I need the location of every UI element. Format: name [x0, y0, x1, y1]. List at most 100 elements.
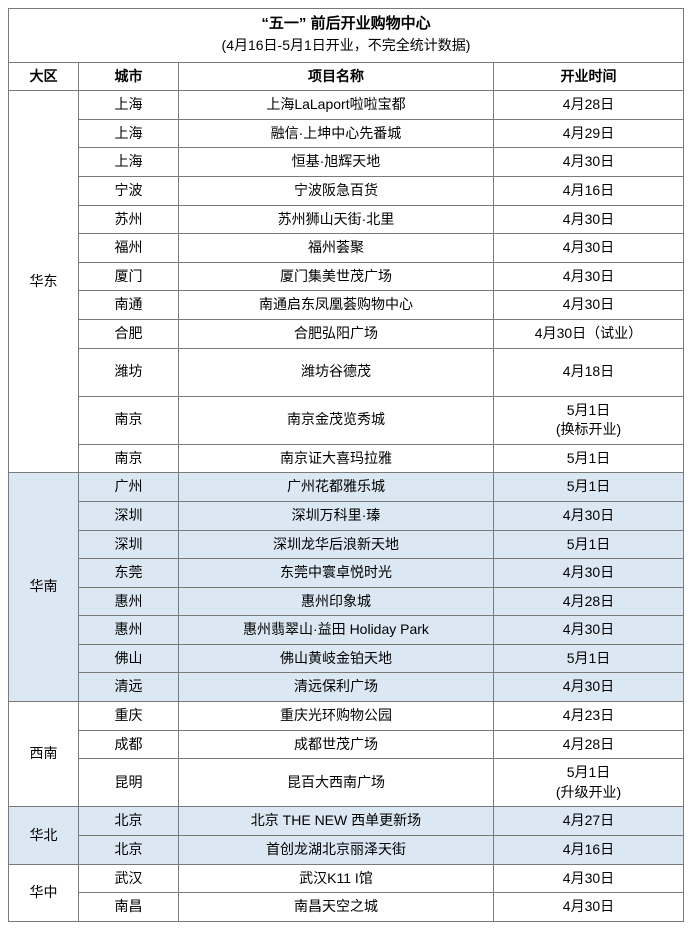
col-header-project: 项目名称: [179, 62, 494, 91]
table-row: 西南重庆重庆光环购物公园4月23日: [9, 702, 684, 731]
project-cell: 东莞中寰卓悦时光: [179, 559, 494, 588]
city-cell: 北京: [79, 807, 179, 836]
table-row: 南昌南昌天空之城4月30日: [9, 893, 684, 922]
city-cell: 武汉: [79, 864, 179, 893]
table-row: 佛山佛山黄岐金铂天地5月1日: [9, 644, 684, 673]
col-header-region: 大区: [9, 62, 79, 91]
date-cell: 4月16日: [493, 176, 683, 205]
table-row: 清远清远保利广场4月30日: [9, 673, 684, 702]
project-cell: 合肥弘阳广场: [179, 319, 494, 348]
project-cell: 恒基·旭辉天地: [179, 148, 494, 177]
city-cell: 南通: [79, 291, 179, 320]
table-row: 潍坊潍坊谷德茂4月18日: [9, 348, 684, 396]
region-cell: 华北: [9, 807, 79, 864]
project-cell: 成都世茂广场: [179, 730, 494, 759]
project-cell: 上海LaLaport啦啦宝都: [179, 91, 494, 120]
city-cell: 苏州: [79, 205, 179, 234]
date-cell: 5月1日: [493, 644, 683, 673]
date-cell: 5月1日: [493, 473, 683, 502]
table-subtitle: (4月16日-5月1日开业，不完全统计数据): [9, 36, 684, 62]
date-cell: 4月30日: [493, 559, 683, 588]
table-row: 南京南京证大喜玛拉雅5月1日: [9, 444, 684, 473]
date-cell: 4月30日: [493, 616, 683, 645]
city-cell: 深圳: [79, 530, 179, 559]
city-cell: 上海: [79, 91, 179, 120]
table-row: 合肥合肥弘阳广场4月30日（试业）: [9, 319, 684, 348]
date-cell: 4月30日: [493, 501, 683, 530]
project-cell: 武汉K11 I馆: [179, 864, 494, 893]
table-row: 宁波宁波阪急百货4月16日: [9, 176, 684, 205]
table-row: 华北北京北京 THE NEW 西单更新场4月27日: [9, 807, 684, 836]
region-cell: 华南: [9, 473, 79, 702]
region-cell: 华中: [9, 864, 79, 921]
project-cell: 深圳万科里·瑧: [179, 501, 494, 530]
table-row: 深圳深圳龙华后浪新天地5月1日: [9, 530, 684, 559]
city-cell: 广州: [79, 473, 179, 502]
date-cell: 4月28日: [493, 587, 683, 616]
city-cell: 惠州: [79, 616, 179, 645]
date-cell: 4月28日: [493, 91, 683, 120]
project-cell: 南京金茂览秀城: [179, 396, 494, 444]
table-row: 华中武汉武汉K11 I馆4月30日: [9, 864, 684, 893]
project-cell: 南昌天空之城: [179, 893, 494, 922]
city-cell: 清远: [79, 673, 179, 702]
region-cell: 西南: [9, 702, 79, 807]
table-row: 厦门厦门集美世茂广场4月30日: [9, 262, 684, 291]
city-cell: 惠州: [79, 587, 179, 616]
date-cell: 4月30日: [493, 864, 683, 893]
date-cell: 5月1日: [493, 530, 683, 559]
table-row: 昆明昆百大西南广场5月1日(升级开业): [9, 759, 684, 807]
project-cell: 惠州翡翠山·益田 Holiday Park: [179, 616, 494, 645]
date-cell: 4月28日: [493, 730, 683, 759]
date-cell: 4月30日: [493, 205, 683, 234]
col-header-date: 开业时间: [493, 62, 683, 91]
project-cell: 宁波阪急百货: [179, 176, 494, 205]
city-cell: 佛山: [79, 644, 179, 673]
table-row: 成都成都世茂广场4月28日: [9, 730, 684, 759]
city-cell: 南京: [79, 396, 179, 444]
table-row: 南通南通启东凤凰荟购物中心4月30日: [9, 291, 684, 320]
mall-openings-table: “五一” 前后开业购物中心(4月16日-5月1日开业，不完全统计数据)大区城市项…: [8, 8, 684, 922]
project-cell: 南通启东凤凰荟购物中心: [179, 291, 494, 320]
project-cell: 惠州印象城: [179, 587, 494, 616]
table-row: 东莞东莞中寰卓悦时光4月30日: [9, 559, 684, 588]
city-cell: 南昌: [79, 893, 179, 922]
date-cell: 4月16日: [493, 836, 683, 865]
table-row: 南京南京金茂览秀城5月1日(换标开业): [9, 396, 684, 444]
city-cell: 东莞: [79, 559, 179, 588]
table-row: 福州福州荟聚4月30日: [9, 234, 684, 263]
project-cell: 苏州狮山天街·北里: [179, 205, 494, 234]
city-cell: 合肥: [79, 319, 179, 348]
region-cell: 华东: [9, 91, 79, 473]
city-cell: 北京: [79, 836, 179, 865]
project-cell: 首创龙湖北京丽泽天街: [179, 836, 494, 865]
date-cell: 4月18日: [493, 348, 683, 396]
date-cell: 4月30日: [493, 262, 683, 291]
table-row: 惠州惠州翡翠山·益田 Holiday Park4月30日: [9, 616, 684, 645]
project-cell: 潍坊谷德茂: [179, 348, 494, 396]
col-header-city: 城市: [79, 62, 179, 91]
date-cell: 4月30日: [493, 673, 683, 702]
table-row: 上海融信·上坤中心先番城4月29日: [9, 119, 684, 148]
city-cell: 厦门: [79, 262, 179, 291]
city-cell: 重庆: [79, 702, 179, 731]
date-cell: 4月30日: [493, 234, 683, 263]
date-cell: 4月29日: [493, 119, 683, 148]
date-cell: 4月30日（试业）: [493, 319, 683, 348]
project-cell: 重庆光环购物公园: [179, 702, 494, 731]
project-cell: 南京证大喜玛拉雅: [179, 444, 494, 473]
project-cell: 福州荟聚: [179, 234, 494, 263]
date-cell: 4月23日: [493, 702, 683, 731]
table-row: 华东上海上海LaLaport啦啦宝都4月28日: [9, 91, 684, 120]
project-cell: 清远保利广场: [179, 673, 494, 702]
project-cell: 深圳龙华后浪新天地: [179, 530, 494, 559]
table-row: 上海恒基·旭辉天地4月30日: [9, 148, 684, 177]
city-cell: 深圳: [79, 501, 179, 530]
city-cell: 成都: [79, 730, 179, 759]
city-cell: 宁波: [79, 176, 179, 205]
table-row: 北京首创龙湖北京丽泽天街4月16日: [9, 836, 684, 865]
project-cell: 融信·上坤中心先番城: [179, 119, 494, 148]
city-cell: 上海: [79, 148, 179, 177]
city-cell: 昆明: [79, 759, 179, 807]
project-cell: 佛山黄岐金铂天地: [179, 644, 494, 673]
